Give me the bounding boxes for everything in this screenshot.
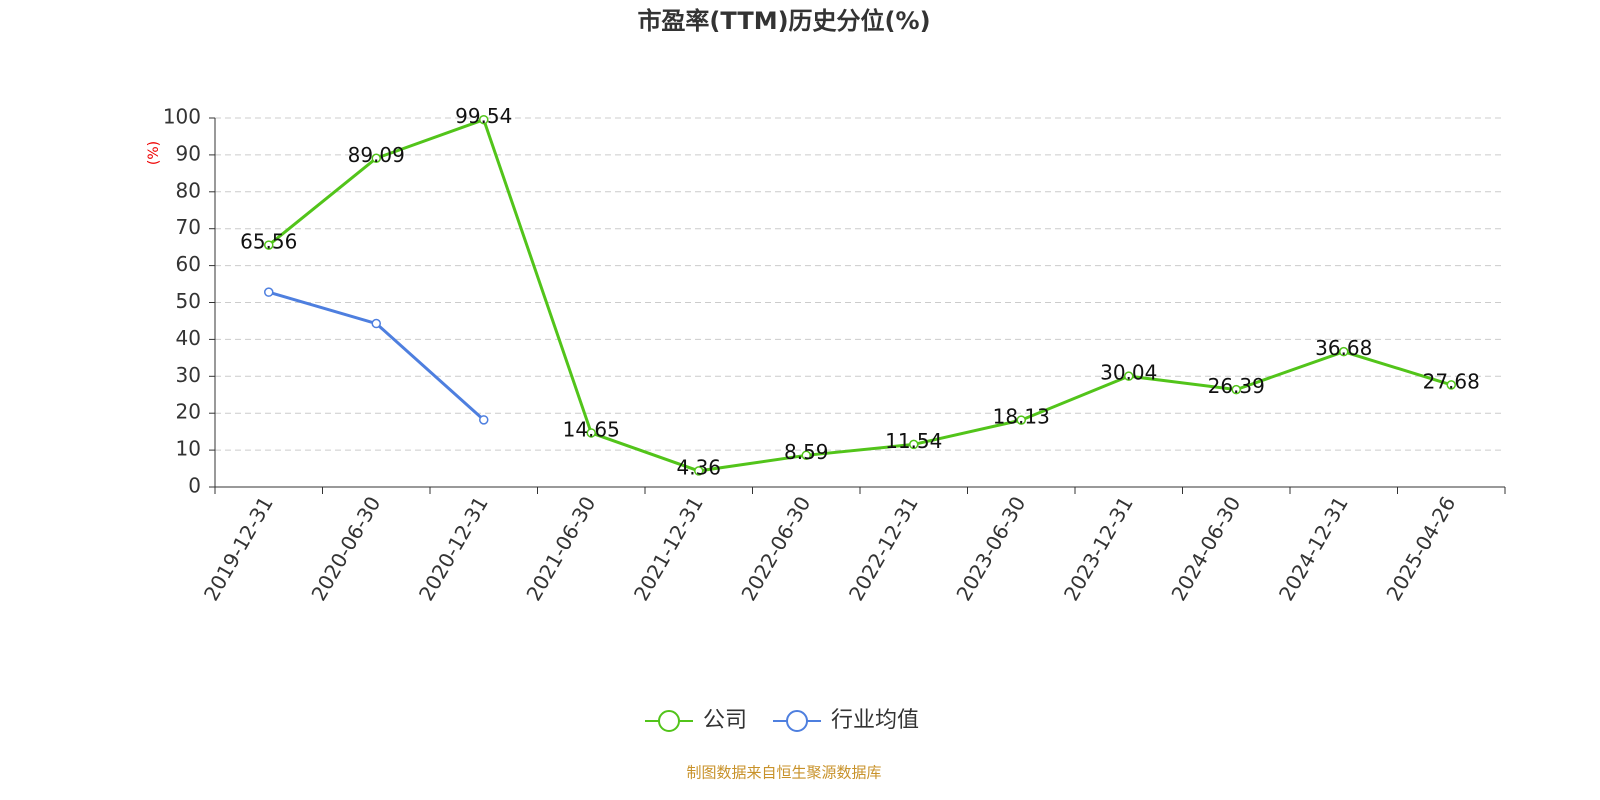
data-label: 99.54 (455, 104, 512, 128)
y-tick-label: 90 (176, 141, 201, 165)
y-tick-label: 30 (176, 363, 201, 387)
x-tick-label: 2023-12-31 (1059, 492, 1138, 605)
y-tick-label: 80 (176, 178, 201, 202)
x-tick-label: 2020-06-30 (306, 492, 385, 605)
x-tick-label: 2019-12-31 (199, 492, 278, 605)
data-point (1124, 371, 1134, 381)
data-label: 36.68 (1315, 336, 1372, 360)
y-tick-label: 40 (176, 326, 201, 350)
data-label: 30.04 (1100, 361, 1157, 385)
chart-title: 市盈率(TTM)历史分位(%) (637, 7, 930, 35)
data-point (264, 287, 274, 297)
x-tick-label: 2024-12-31 (1274, 492, 1353, 605)
y-tick-label: 100 (163, 105, 201, 129)
y-tick-label: 20 (176, 400, 201, 424)
y-tick-label: 50 (176, 289, 201, 313)
data-point (909, 439, 919, 450)
data-label: 89.09 (348, 143, 405, 167)
y-tick-label: 0 (188, 474, 201, 498)
data-point (264, 240, 274, 250)
data-label: 14.65 (563, 417, 620, 441)
x-tick-label: 2021-12-31 (629, 492, 708, 605)
data-label: 8.59 (784, 440, 829, 464)
series-line (267, 117, 1452, 473)
data-label: 65.56 (240, 230, 297, 254)
data-point (1231, 384, 1241, 395)
x-tick-label: 2025-04-26 (1381, 492, 1460, 605)
legend-label: 公司 (703, 708, 747, 733)
x-tick-label: 2020-12-31 (414, 492, 493, 605)
legend-marker (786, 710, 809, 732)
data-point (479, 114, 489, 125)
y-tick-label: 60 (176, 252, 201, 276)
data-point (371, 318, 381, 329)
data-point (1446, 380, 1456, 390)
y-axis-label: (%) (146, 141, 162, 165)
legend-marker (658, 710, 680, 732)
data-point (371, 153, 381, 164)
x-tick-label: 2021-06-30 (521, 492, 600, 605)
legend-label: 行业均值 (831, 708, 919, 733)
y-tick-label: 70 (176, 215, 201, 239)
x-tick-label: 2023-06-30 (951, 492, 1030, 605)
x-tick-label: 2022-06-30 (736, 492, 815, 605)
data-label: 27.68 (1423, 369, 1480, 393)
x-tick-label: 2024-06-30 (1166, 492, 1245, 605)
series-line (268, 290, 485, 421)
data-label: 4.36 (676, 455, 721, 479)
data-label: 18.13 (993, 405, 1050, 429)
data-point (694, 466, 704, 476)
data-point (1339, 346, 1349, 357)
data-label: 26.39 (1208, 374, 1265, 398)
data-point (479, 415, 489, 425)
source-note: 制图数据来自恒生聚源数据库 (686, 764, 881, 782)
data-point (801, 450, 811, 461)
x-tick-label: 2022-12-31 (844, 492, 923, 605)
y-tick-label: 10 (176, 437, 201, 461)
data-point (586, 428, 596, 438)
data-label: 11.54 (885, 429, 942, 453)
data-point (1016, 415, 1026, 425)
